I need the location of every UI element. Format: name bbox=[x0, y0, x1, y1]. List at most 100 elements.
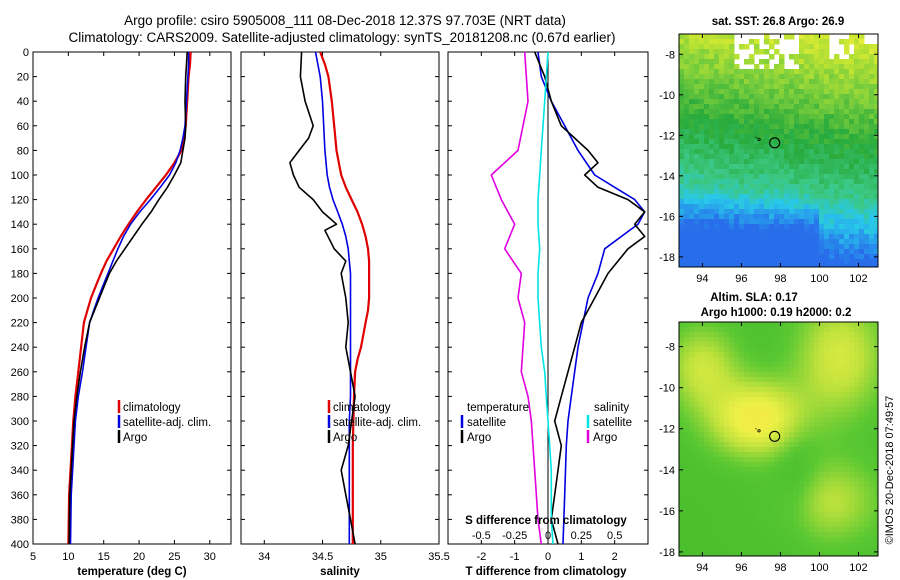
heatmap-cell bbox=[799, 407, 805, 413]
heatmap-cell bbox=[694, 204, 700, 210]
heatmap-cell bbox=[704, 49, 710, 55]
heatmap-cell bbox=[849, 129, 855, 135]
heatmap-cell bbox=[704, 347, 710, 353]
heatmap-cell bbox=[734, 164, 740, 170]
heatmap-cell bbox=[789, 492, 795, 498]
heatmap-cell bbox=[749, 54, 755, 60]
heatmap-cell bbox=[739, 442, 745, 448]
heatmap-cell bbox=[784, 104, 790, 110]
heatmap-cell bbox=[774, 437, 780, 443]
heatmap-cell bbox=[794, 154, 800, 160]
heatmap-cell bbox=[809, 407, 815, 413]
heatmap-cell bbox=[824, 402, 830, 408]
heatmap-cell bbox=[719, 64, 725, 70]
heatmap-cell bbox=[764, 532, 770, 538]
heatmap-cell bbox=[759, 487, 765, 493]
heatmap-cell bbox=[719, 129, 725, 135]
heatmap-cell bbox=[809, 39, 815, 45]
heatmap-cell bbox=[694, 367, 700, 373]
heatmap-cell bbox=[784, 527, 790, 533]
heatmap-cell bbox=[724, 149, 730, 155]
heatmap-cell bbox=[849, 179, 855, 185]
heatmap-cell bbox=[739, 224, 745, 230]
heatmap-cell bbox=[704, 367, 710, 373]
heatmap-cell bbox=[734, 482, 740, 488]
heatmap-cell bbox=[784, 367, 790, 373]
heatmap-cell bbox=[754, 149, 760, 155]
heatmap-cell bbox=[734, 254, 740, 260]
heatmap-cell bbox=[819, 259, 825, 265]
heatmap-cell bbox=[734, 427, 740, 433]
heatmap-cell bbox=[729, 427, 735, 433]
heatmap-cell bbox=[754, 442, 760, 448]
heatmap-cell bbox=[854, 367, 860, 373]
heatmap-cell bbox=[784, 542, 790, 548]
heatmap-cell bbox=[779, 139, 785, 145]
heatmap-cell bbox=[729, 337, 735, 343]
heatmap-cell bbox=[719, 382, 725, 388]
heatmap-cell bbox=[704, 69, 710, 75]
heatmap-cell bbox=[744, 457, 750, 463]
heatmap-cell bbox=[829, 144, 835, 150]
heatmap-cell bbox=[694, 254, 700, 260]
heatmap-cell bbox=[759, 447, 765, 453]
heatmap-cell bbox=[869, 342, 875, 348]
heatmap-cell bbox=[724, 432, 730, 438]
heatmap-cell bbox=[774, 84, 780, 90]
heatmap-cell bbox=[754, 249, 760, 255]
heatmap-cell bbox=[679, 74, 685, 80]
heatmap-cell bbox=[809, 44, 815, 50]
heatmap-cell bbox=[739, 119, 745, 125]
heatmap-cell bbox=[864, 234, 870, 240]
heatmap-cell bbox=[789, 532, 795, 538]
difference-lines bbox=[490, 52, 646, 544]
heatmap-cell bbox=[869, 84, 875, 90]
heatmap-cell bbox=[854, 229, 860, 235]
heatmap-cell bbox=[809, 64, 815, 70]
heatmap-cell bbox=[679, 352, 685, 358]
heatmap-cell bbox=[829, 249, 835, 255]
heatmap-cell bbox=[824, 497, 830, 503]
heatmap-cell bbox=[839, 542, 845, 548]
heatmap-cell bbox=[774, 377, 780, 383]
heatmap-cell bbox=[759, 179, 765, 185]
heatmap-cell bbox=[699, 144, 705, 150]
heatmap-cell bbox=[689, 184, 695, 190]
heatmap-cell bbox=[699, 254, 705, 260]
heatmap-cell bbox=[844, 357, 850, 363]
heatmap-cell bbox=[729, 69, 735, 75]
heatmap-cell bbox=[679, 462, 685, 468]
heatmap-cell bbox=[754, 69, 760, 75]
heatmap-cell bbox=[789, 352, 795, 358]
heatmap-cell bbox=[704, 234, 710, 240]
heatmap-cell bbox=[869, 492, 875, 498]
heatmap-cell bbox=[769, 104, 775, 110]
heatmap-cell bbox=[814, 527, 820, 533]
heatmap-cell bbox=[699, 362, 705, 368]
heatmap-cell bbox=[844, 89, 850, 95]
heatmap-cell bbox=[684, 109, 690, 115]
heatmap-cell bbox=[814, 44, 820, 50]
heatmap-cell bbox=[734, 84, 740, 90]
heatmap-cell bbox=[859, 342, 865, 348]
heatmap-cell bbox=[694, 49, 700, 55]
heatmap-cell bbox=[714, 527, 720, 533]
heatmap-cell bbox=[759, 452, 765, 458]
heatmap-cell bbox=[739, 214, 745, 220]
heatmap-cell bbox=[864, 522, 870, 528]
heatmap-cell bbox=[834, 154, 840, 160]
heatmap-cell bbox=[859, 512, 865, 518]
heatmap-cell bbox=[799, 352, 805, 358]
heatmap-cell bbox=[744, 124, 750, 130]
heatmap-cell bbox=[744, 427, 750, 433]
salinity-y-tickmarks bbox=[241, 51, 439, 545]
heatmap-cell bbox=[854, 214, 860, 220]
heatmap-cell bbox=[694, 372, 700, 378]
heatmap-cell bbox=[729, 497, 735, 503]
heatmap-cell bbox=[724, 467, 730, 473]
heatmap-cell bbox=[824, 259, 830, 265]
heatmap-cell bbox=[749, 149, 755, 155]
heatmap-cell bbox=[819, 139, 825, 145]
heatmap-cell bbox=[684, 447, 690, 453]
heatmap-cell bbox=[744, 517, 750, 523]
